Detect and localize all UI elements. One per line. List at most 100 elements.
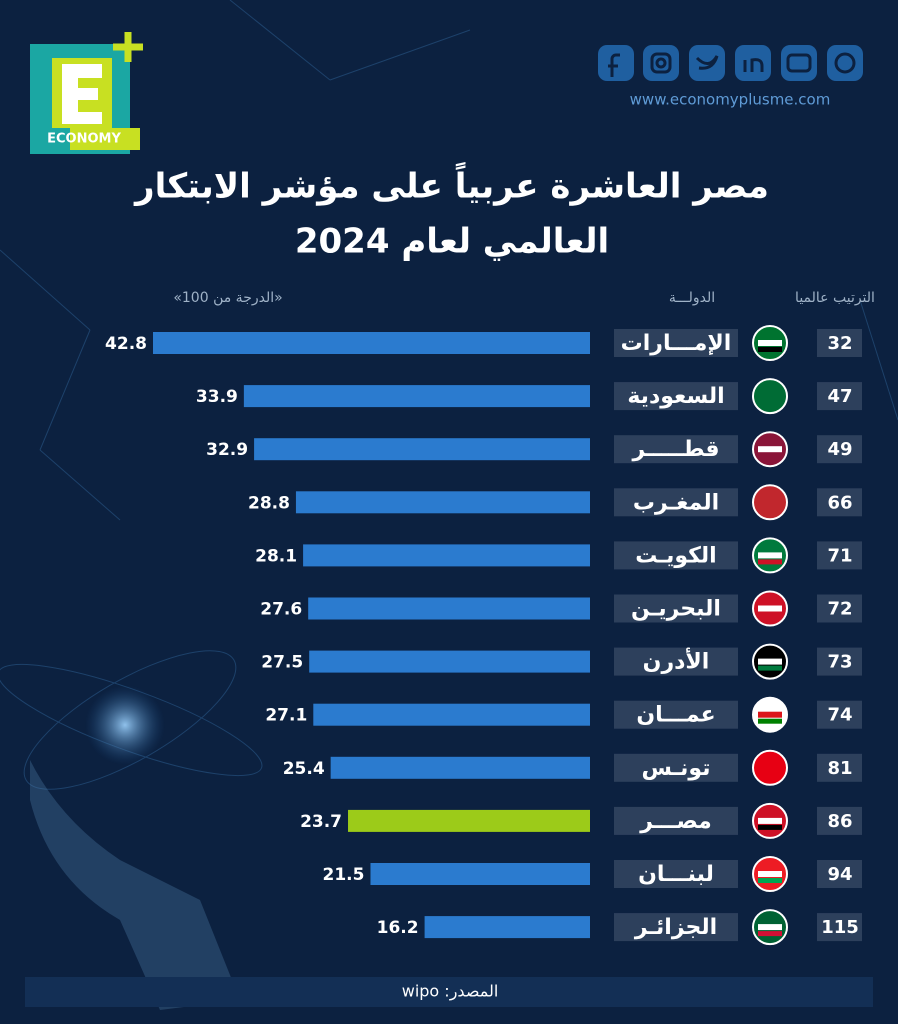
country-label: لبنـــان xyxy=(638,862,714,887)
website[interactable]: www.economyplusme.com xyxy=(630,91,831,109)
value-label: 27.1 xyxy=(265,706,307,726)
country-label: عمـــان xyxy=(636,703,715,728)
flag-stripe xyxy=(758,718,782,724)
rank-label: 74 xyxy=(827,705,852,726)
rank-box xyxy=(817,647,862,676)
flag-stripe xyxy=(758,824,782,830)
bar xyxy=(348,809,590,832)
rank-box xyxy=(817,382,862,411)
bar xyxy=(295,491,590,514)
rank-box xyxy=(817,913,862,942)
glow xyxy=(85,685,165,765)
rank-label: 86 xyxy=(827,811,852,832)
flag xyxy=(752,378,788,415)
rank-label: 66 xyxy=(827,492,852,513)
country-label: الجزائـر xyxy=(634,915,717,940)
flag-stripe xyxy=(758,658,782,665)
country-label: البحريـن xyxy=(631,597,721,622)
value-label: 25.4 xyxy=(283,759,325,779)
country-label: الإمـــارات xyxy=(621,331,732,356)
country-box xyxy=(614,329,738,357)
facebook-icon[interactable] xyxy=(598,45,634,81)
robot-hand xyxy=(30,760,240,1010)
rank-label: 73 xyxy=(827,652,852,673)
country-box xyxy=(614,382,738,411)
chart-title: مصر العاشرة عربياً على مؤشر الابتكار xyxy=(133,161,769,206)
country-label: الأدرن xyxy=(643,647,710,675)
value-label: 27.6 xyxy=(260,600,302,620)
threads-icon[interactable] xyxy=(827,45,863,81)
rank-box xyxy=(817,488,862,517)
rank-label: 81 xyxy=(827,758,852,779)
flag-stripe xyxy=(758,878,782,883)
value-label: 23.7 xyxy=(300,812,342,832)
country-box xyxy=(614,860,738,888)
rank-label: 71 xyxy=(827,545,852,566)
bar xyxy=(313,703,590,726)
flag-stripe xyxy=(758,817,782,824)
country-box xyxy=(614,435,738,464)
bar xyxy=(370,863,590,885)
rank-box xyxy=(817,435,862,464)
flag-stripe xyxy=(758,559,782,565)
icon-glyphs xyxy=(608,52,856,77)
rank-label: 94 xyxy=(827,864,852,885)
rank-label: 72 xyxy=(827,599,852,620)
bar xyxy=(330,756,590,779)
rank-box xyxy=(817,700,862,729)
country-box xyxy=(614,488,738,517)
flag-stripe xyxy=(758,711,782,718)
country-box xyxy=(614,753,738,782)
flag xyxy=(752,749,788,786)
bar xyxy=(303,544,590,567)
source: المصدر: wipo xyxy=(402,982,499,1002)
rank-box xyxy=(817,329,862,357)
value-label: 33.9 xyxy=(196,387,238,407)
flag-stripe xyxy=(758,340,782,346)
flag-stripe xyxy=(758,871,782,877)
value-label: 28.1 xyxy=(255,546,297,566)
country-header: الدولـــة xyxy=(669,290,715,306)
logo xyxy=(30,32,143,154)
value-label: 32.9 xyxy=(206,440,248,460)
bar xyxy=(243,385,590,408)
value-label: 27.5 xyxy=(261,653,303,673)
bar xyxy=(254,438,590,461)
flag-stripe xyxy=(758,347,782,352)
flag-stripe xyxy=(758,931,782,937)
rank-box xyxy=(817,806,862,835)
country-label: قطـــــر xyxy=(631,437,719,462)
country-label: السعودية xyxy=(627,384,724,409)
rank-header: الترتيب عالميا xyxy=(795,290,875,306)
country-label: تونـس xyxy=(642,756,711,781)
score-header: «الدرجة من 100» xyxy=(173,290,282,306)
country-label: المغـرب xyxy=(633,490,719,515)
country-box xyxy=(614,594,738,623)
country-label: الكويـت xyxy=(635,543,716,568)
value-label: 16.2 xyxy=(377,918,419,938)
flag xyxy=(752,484,788,521)
rank-label: 115 xyxy=(821,917,859,938)
flag-stripe xyxy=(758,665,782,671)
bar xyxy=(308,597,590,620)
country-label: مصـــر xyxy=(639,809,712,834)
bar xyxy=(153,332,590,354)
logo-text: ECONOMY xyxy=(47,132,121,147)
rank-label: 47 xyxy=(827,386,852,407)
instagram-icon[interactable] xyxy=(643,45,679,81)
country-box xyxy=(614,700,738,729)
rank-label: 49 xyxy=(827,439,852,460)
country-box xyxy=(614,806,738,835)
rank-label: 32 xyxy=(827,333,852,354)
bar xyxy=(309,650,590,673)
youtube-icon[interactable] xyxy=(781,45,817,81)
flag-stripe xyxy=(758,924,782,931)
rank-box xyxy=(817,594,862,623)
country-box xyxy=(614,541,738,570)
bar xyxy=(424,916,590,939)
source-bar xyxy=(25,977,873,1007)
value-label: 21.5 xyxy=(323,865,365,885)
flag-stripe xyxy=(758,446,782,453)
chart-title: العالمي لعام 2024 xyxy=(295,222,609,262)
